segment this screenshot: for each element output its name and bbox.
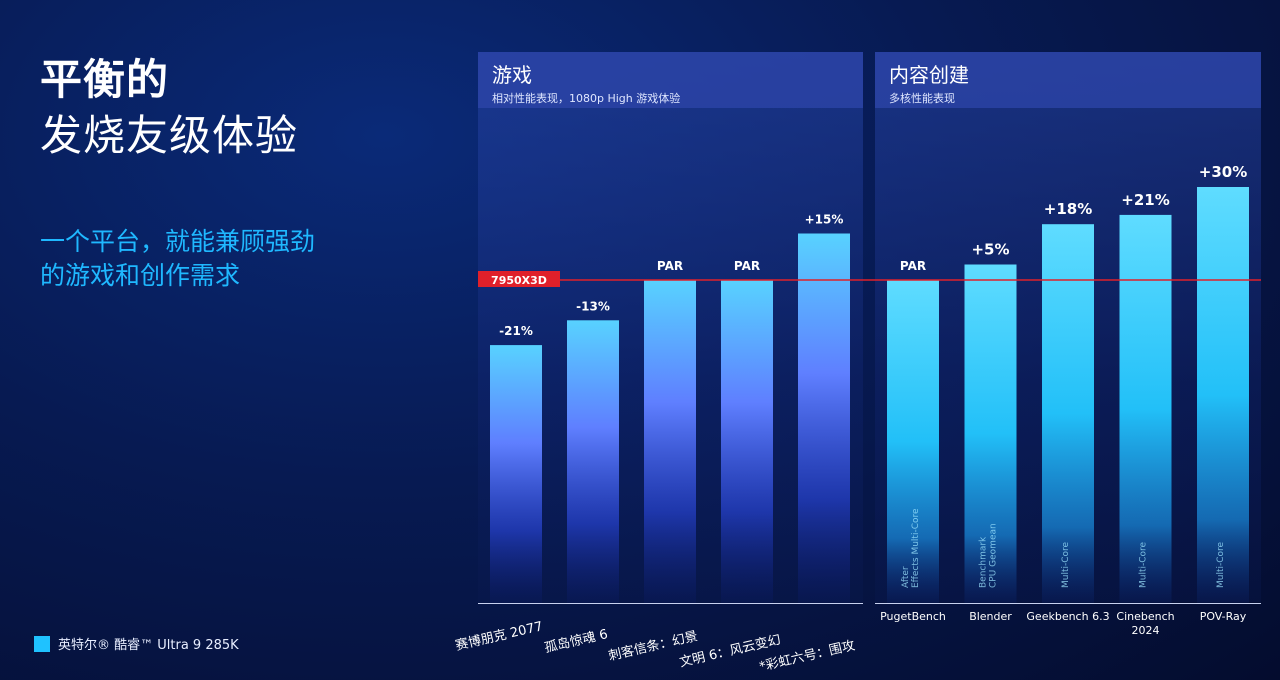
legend-swatch <box>34 635 50 652</box>
content-chart-subtitle: 多核性能表现 <box>889 92 955 105</box>
headline-line1: 平衡的 <box>40 55 170 104</box>
data-label-0-3: PAR <box>734 259 760 273</box>
bar-0-3 <box>721 280 773 603</box>
data-label-1-1: +5% <box>971 241 1009 259</box>
bar-0-2 <box>644 280 696 603</box>
bar-1-0 <box>887 280 939 603</box>
data-label-1-2: +18% <box>1044 200 1092 218</box>
data-label-0-0: -21% <box>499 324 533 338</box>
data-label-0-2: PAR <box>657 259 683 273</box>
category-label-1-3: Cinebench 2024 <box>1116 610 1174 637</box>
category-label-1-4: POV-Ray <box>1200 610 1247 623</box>
category-label-0-0: 赛博朋克 2077 <box>454 618 545 654</box>
inner-label-1-0: AfterEffects Multi-Core <box>901 508 921 588</box>
inner-label-1-1: BenchmarkCPU Geomean <box>979 523 999 588</box>
bar-1-2 <box>1042 224 1094 603</box>
subheadline: 一个平台，就能兼顾强劲 的游戏和创作需求 <box>40 225 315 293</box>
headline: 平衡的 发烧友级体验 <box>40 52 298 164</box>
legend: 英特尔® 酷睿™ Ultra 9 285K <box>34 634 239 653</box>
gaming-chart-subtitle: 相对性能表现，1080p High 游戏体验 <box>492 92 681 105</box>
gaming-panel-header <box>478 52 863 108</box>
content-x-axis <box>875 603 1261 604</box>
bar-0-4 <box>798 233 850 603</box>
subheadline-line2: 的游戏和创作需求 <box>40 261 241 290</box>
inner-label-1-2: Multi-Core <box>1061 541 1071 588</box>
inner-label-1-3: Multi-Core <box>1139 541 1149 588</box>
gaming-chart-title: 游戏 <box>492 63 532 87</box>
category-label-1-2: Geekbench 6.3 <box>1026 610 1109 623</box>
bar-1-4 <box>1197 187 1249 603</box>
content-creation-panel-header <box>875 52 1261 108</box>
bar-0-0 <box>490 345 542 603</box>
subheadline-line1: 一个平台，就能兼顾强劲 <box>40 227 316 256</box>
category-label-1-0: PugetBench <box>880 610 946 623</box>
data-label-1-4: +30% <box>1199 163 1247 181</box>
headline-line2: 发烧友级体验 <box>40 111 299 160</box>
data-label-0-4: +15% <box>805 213 844 227</box>
legend-label: 英特尔® 酷睿™ Ultra 9 285K <box>58 638 239 653</box>
content-chart-title: 内容创建 <box>889 63 969 87</box>
category-label-0-1: 孤岛惊魂 6 <box>543 626 609 656</box>
baseline-label: 7950X3D <box>491 274 547 287</box>
data-label-1-3: +21% <box>1121 191 1169 209</box>
gaming-x-axis <box>478 603 863 604</box>
data-label-1-0: PAR <box>900 259 926 273</box>
category-label-1-1: Blender <box>969 610 1012 623</box>
bar-0-1 <box>567 320 619 603</box>
baseline-label-bg <box>478 271 560 287</box>
bar-1-1 <box>964 264 1017 603</box>
data-label-0-1: -13% <box>576 299 610 313</box>
inner-label-1-4: Multi-Core <box>1216 541 1226 588</box>
